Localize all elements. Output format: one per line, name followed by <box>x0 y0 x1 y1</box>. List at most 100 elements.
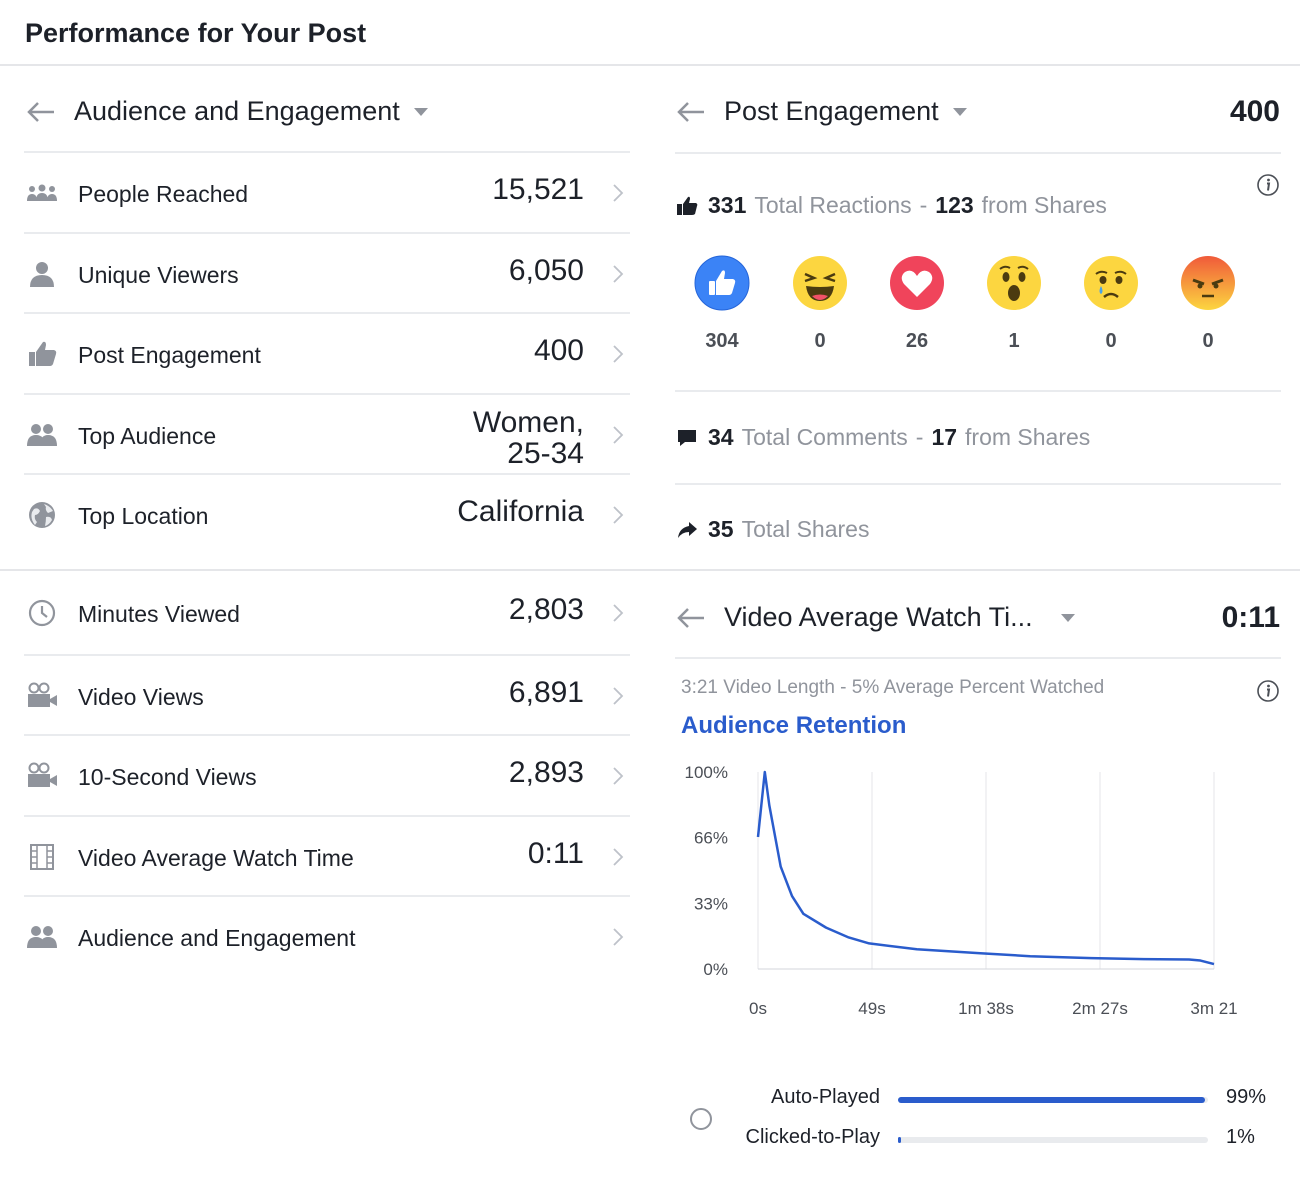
watch-time-value: 0:11 <box>1221 601 1280 634</box>
chevron-right-icon[interactable] <box>612 603 624 623</box>
engagement-value: 400 <box>1229 95 1280 128</box>
play-type-value: 99% <box>1226 1086 1267 1108</box>
info-icon[interactable] <box>1256 679 1280 703</box>
chevron-right-icon[interactable] <box>612 344 624 364</box>
film-icon <box>26 843 58 871</box>
metric-value: 400 <box>533 334 584 367</box>
reaction-count: 304 <box>705 330 739 352</box>
play-type-track <box>898 1097 1208 1103</box>
metric-row[interactable]: Audience and Engagement <box>24 895 630 975</box>
metric-row[interactable]: Video Average Watch Time 0:11 <box>24 814 630 895</box>
metric-label: People Reached <box>78 181 249 207</box>
reactions-from-shares-label: from Shares <box>981 192 1107 218</box>
chevron-right-icon[interactable] <box>612 686 624 706</box>
engagement-panel-header[interactable]: Post Engagement <box>676 96 967 127</box>
x-tick-label: 1m 38s <box>958 999 1014 1018</box>
comments-from-shares: 17 <box>931 424 958 450</box>
separator: - <box>919 192 928 218</box>
reaction-angry: 0 <box>1178 255 1238 352</box>
y-tick-label: 0% <box>703 960 728 979</box>
reactions-total-label: Total Reactions <box>754 192 912 218</box>
clock-icon <box>26 599 58 627</box>
shares-total-label: Total Shares <box>741 516 870 542</box>
chevron-right-icon[interactable] <box>612 183 624 203</box>
metric-row[interactable]: Minutes Viewed 2,803 <box>24 573 630 653</box>
shares-total: 35 <box>708 516 734 542</box>
reaction-count: 1 <box>1008 330 1020 352</box>
video-length-subline: 3:21 Video Length - 5% Average Percent W… <box>681 677 1105 698</box>
angry-reaction-icon <box>1181 256 1235 310</box>
reaction-like: 304 <box>692 255 752 352</box>
chevron-right-icon[interactable] <box>612 766 624 786</box>
chevron-down-icon[interactable] <box>413 107 428 116</box>
metric-row[interactable]: 10-Second Views 2,893 <box>24 734 630 814</box>
metric-label: Top Location <box>78 503 209 529</box>
thumbs-up-icon <box>677 196 698 215</box>
info-icon[interactable] <box>1256 173 1280 197</box>
metric-row[interactable]: Video Views 6,891 <box>24 653 630 734</box>
video-camera-icon <box>26 682 58 710</box>
comments-total-label: Total Comments <box>741 424 908 450</box>
section-divider <box>0 569 1300 571</box>
metric-value: California <box>457 495 584 528</box>
globe-icon <box>26 501 58 529</box>
watch-panel-title: Video Average Watch Ti... <box>724 602 1033 632</box>
like-reaction-icon <box>694 255 750 311</box>
chevron-right-icon[interactable] <box>612 425 624 445</box>
metric-value: 15,521 <box>492 173 584 206</box>
x-tick-label: 2m 27s <box>1072 999 1128 1018</box>
play-type-label: Clicked-to-Play <box>745 1126 880 1148</box>
play-type-row: Clicked-to-Play 1% <box>700 1126 1290 1156</box>
reaction-wow: 1 <box>984 255 1044 352</box>
metric-label: Minutes Viewed <box>78 601 240 627</box>
chevron-right-icon[interactable] <box>612 505 624 525</box>
back-arrow-icon[interactable] <box>676 606 706 630</box>
haha-reaction-icon <box>793 256 847 310</box>
divider <box>675 390 1281 392</box>
play-type-track <box>898 1137 1208 1143</box>
metric-row[interactable]: Post Engagement 400 <box>24 312 630 392</box>
retention-title[interactable]: Audience Retention <box>681 712 907 739</box>
reaction-sad: 0 <box>1081 255 1141 352</box>
group-icon <box>26 923 58 951</box>
play-type-radio[interactable] <box>690 1108 712 1130</box>
reactions-from-shares: 123 <box>935 192 974 218</box>
back-arrow-icon[interactable] <box>676 100 706 124</box>
back-arrow-icon[interactable] <box>26 100 56 124</box>
play-type-fill <box>898 1137 902 1143</box>
title-divider <box>0 64 1300 66</box>
chevron-down-icon[interactable] <box>952 107 967 116</box>
y-tick-label: 33% <box>694 894 728 913</box>
reactions-total: 331 <box>708 192 747 218</box>
chevron-right-icon[interactable] <box>612 847 624 867</box>
retention-line <box>756 770 1215 966</box>
metric-row[interactable]: Top Audience Women, 25-34 <box>24 392 630 473</box>
x-tick-label: 0s <box>749 999 767 1018</box>
watch-panel-header[interactable]: Video Average Watch Ti... <box>676 602 1075 633</box>
video-camera-icon <box>26 762 58 790</box>
chevron-right-icon[interactable] <box>612 264 624 284</box>
divider <box>675 152 1281 154</box>
page-title: Performance for Your Post <box>25 18 367 48</box>
metric-value: 2,803 <box>508 593 584 626</box>
metric-label: Video Views <box>78 683 204 710</box>
y-tick-label: 66% <box>694 829 728 848</box>
reaction-count: 0 <box>1202 330 1214 352</box>
metric-row[interactable]: Unique Viewers 6,050 <box>24 231 630 312</box>
comment-icon <box>678 429 696 446</box>
metric-row[interactable]: People Reached 15,521 <box>24 151 630 231</box>
people-reached-icon <box>26 179 58 207</box>
separator: - <box>915 424 924 450</box>
reaction-love: 26 <box>887 255 947 352</box>
metric-row[interactable]: Top Location California <box>24 473 630 553</box>
chevron-down-icon[interactable] <box>1060 613 1075 622</box>
reaction-count: 0 <box>1105 330 1117 352</box>
play-type-value: 1% <box>1226 1126 1255 1148</box>
reaction-count: 0 <box>814 330 826 352</box>
reaction-count: 26 <box>905 330 929 352</box>
shares-summary: 35 Total Shares <box>676 516 869 543</box>
audience-panel-header[interactable]: Audience and Engagement <box>26 96 428 127</box>
comments-total: 34 <box>708 424 734 450</box>
metric-label: Audience and Engagement <box>78 925 356 951</box>
chevron-right-icon[interactable] <box>612 927 624 947</box>
